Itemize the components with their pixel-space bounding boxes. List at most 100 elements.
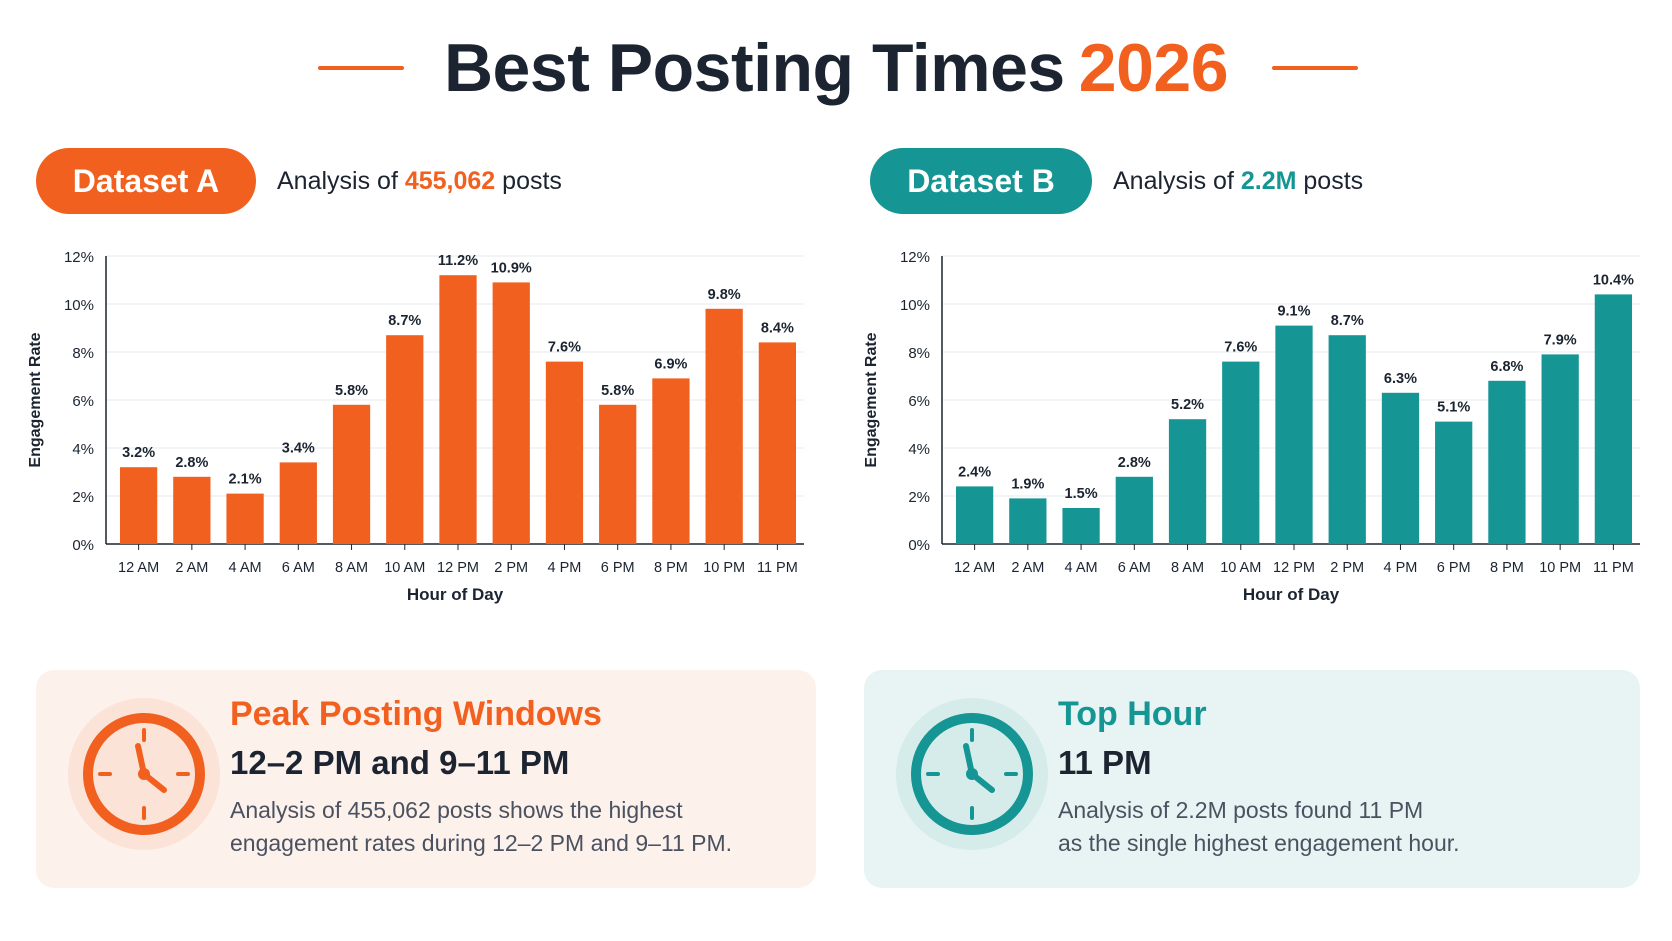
card-description-line: as the single highest engagement hour.	[1058, 830, 1460, 856]
data-label: 10.9%	[491, 260, 532, 276]
x-tick-label: 2 PM	[494, 560, 528, 576]
card-description-line: engagement rates during 12–2 PM and 9–11…	[230, 830, 733, 856]
bar	[1381, 392, 1420, 544]
title-year: 2026	[1078, 30, 1229, 106]
dataset-b-subtitle-suffix: posts	[1303, 167, 1364, 195]
data-label: 7.9%	[1544, 332, 1577, 348]
data-label: 5.2%	[1171, 397, 1204, 413]
x-tick-label: 4 PM	[548, 560, 582, 576]
x-tick-label: 8 PM	[1490, 560, 1524, 576]
clock-icon	[896, 698, 1048, 850]
dataset-a-subtitle: Analysis of 455,062 posts	[277, 165, 562, 197]
bar	[1275, 325, 1313, 544]
bar	[226, 493, 264, 544]
y-tick-label: 4%	[72, 441, 94, 458]
x-tick-label: 2 AM	[175, 560, 208, 576]
data-label: 3.4%	[282, 440, 315, 456]
bar	[119, 467, 158, 544]
x-tick-label: 6 PM	[601, 560, 635, 576]
clock-face	[911, 713, 1033, 835]
card-description-line: Analysis of 2.2M posts found 11 PM	[1058, 797, 1424, 823]
clock-face	[83, 713, 205, 835]
y-tick-label: 8%	[72, 345, 94, 362]
card-heading: Peak Posting Windows	[230, 695, 602, 733]
bar	[439, 275, 477, 544]
dataset-b-subtitle: Analysis of 2.2M posts	[1113, 165, 1363, 197]
bar	[1594, 294, 1633, 544]
y-tick-label: 12%	[64, 249, 94, 266]
dataset-a-post-count: 455,062	[404, 167, 496, 195]
bar	[1541, 354, 1579, 544]
x-tick-label: 11 PM	[757, 560, 798, 576]
y-tick-label: 2%	[72, 489, 94, 506]
y-tick-label: 10%	[64, 297, 94, 314]
card-description-line: Analysis of 455,062 posts shows the high…	[230, 797, 683, 823]
bar	[492, 282, 530, 544]
x-tick-label: 4 AM	[229, 560, 262, 576]
x-tick-label: 4 PM	[1384, 560, 1418, 576]
title-row: Best Posting Times 2026	[0, 28, 1672, 108]
title-accent-line-right	[1272, 66, 1358, 70]
data-label: 6.3%	[1384, 371, 1417, 387]
x-tick-label: 6 AM	[1118, 560, 1151, 576]
x-tick-label: 8 AM	[335, 560, 368, 576]
data-label: 7.6%	[548, 340, 581, 356]
card-heading: Top Hour	[1058, 695, 1207, 733]
bar	[599, 404, 637, 544]
bar	[1222, 361, 1260, 544]
bar-chart-dataset-b: 0% 2% 4% 6% 8% 10% 12% 2.4% 12 AM 1.9% 2 AM 1.5% 4 A…	[863, 249, 1640, 604]
bar	[1009, 498, 1047, 544]
bar	[545, 361, 584, 544]
y-tick-label: 0%	[908, 537, 930, 554]
data-label: 5.8%	[335, 383, 368, 399]
clock-icon	[68, 698, 220, 850]
x-tick-label: 10 PM	[1539, 560, 1581, 576]
data-label: 5.8%	[601, 383, 634, 399]
y-tick-label: 10%	[900, 297, 930, 314]
data-label: 2.8%	[1118, 455, 1151, 471]
data-label: 5.1%	[1437, 400, 1470, 416]
x-axis-title: Hour of Day	[1243, 585, 1340, 604]
x-tick-label: 11 PM	[1593, 560, 1634, 576]
y-tick-label: 12%	[900, 249, 930, 266]
data-label: 1.9%	[1011, 476, 1044, 492]
x-tick-label: 12 AM	[954, 560, 995, 576]
x-tick-label: 12 PM	[437, 560, 479, 576]
data-label: 2.8%	[175, 455, 208, 471]
data-label: 8.7%	[1331, 313, 1364, 329]
bar	[1328, 335, 1366, 544]
x-tick-label: 8 PM	[654, 560, 688, 576]
y-tick-label: 6%	[908, 393, 930, 410]
data-label: 1.5%	[1065, 486, 1098, 502]
bar	[279, 462, 317, 544]
x-tick-label: 12 AM	[118, 560, 159, 576]
y-axis-title: Engagement Rate	[27, 332, 44, 467]
x-tick-label: 6 AM	[282, 560, 315, 576]
card-main-value: 11 PM	[1058, 744, 1152, 781]
data-label: 8.7%	[388, 313, 421, 329]
x-tick-label: 8 AM	[1171, 560, 1204, 576]
data-label: 2.4%	[958, 464, 991, 480]
bar	[758, 342, 797, 544]
data-label: 2.1%	[229, 472, 262, 488]
bar-chart-dataset-a: 0% 2% 4% 6% 8% 10% 12% 3.2% 12 AM 2.8% 2 AM 2.1% 4 A…	[27, 249, 804, 604]
x-tick-label: 2 PM	[1330, 560, 1364, 576]
x-tick-label: 10 AM	[1220, 560, 1261, 576]
dataset-b-badge: Dataset B	[870, 148, 1092, 214]
title-main: Best Posting Times	[443, 30, 1065, 106]
x-tick-label: 4 AM	[1065, 560, 1098, 576]
bar	[652, 378, 690, 544]
y-axis-title: Engagement Rate	[863, 332, 880, 467]
data-label: 10.4%	[1593, 272, 1634, 288]
clock-center	[966, 768, 978, 780]
y-tick-label: 0%	[72, 537, 94, 554]
title-accent-line-left	[318, 66, 404, 70]
dataset-b-post-count: 2.2M	[1240, 167, 1297, 195]
clock-center	[138, 768, 150, 780]
y-tick-label: 6%	[72, 393, 94, 410]
card-main-value: 12–2 PM and 9–11 PM	[230, 744, 570, 781]
x-tick-label: 10 AM	[384, 560, 425, 576]
y-tick-label: 8%	[908, 345, 930, 362]
x-axis-title: Hour of Day	[407, 585, 504, 604]
bar	[1435, 421, 1473, 544]
